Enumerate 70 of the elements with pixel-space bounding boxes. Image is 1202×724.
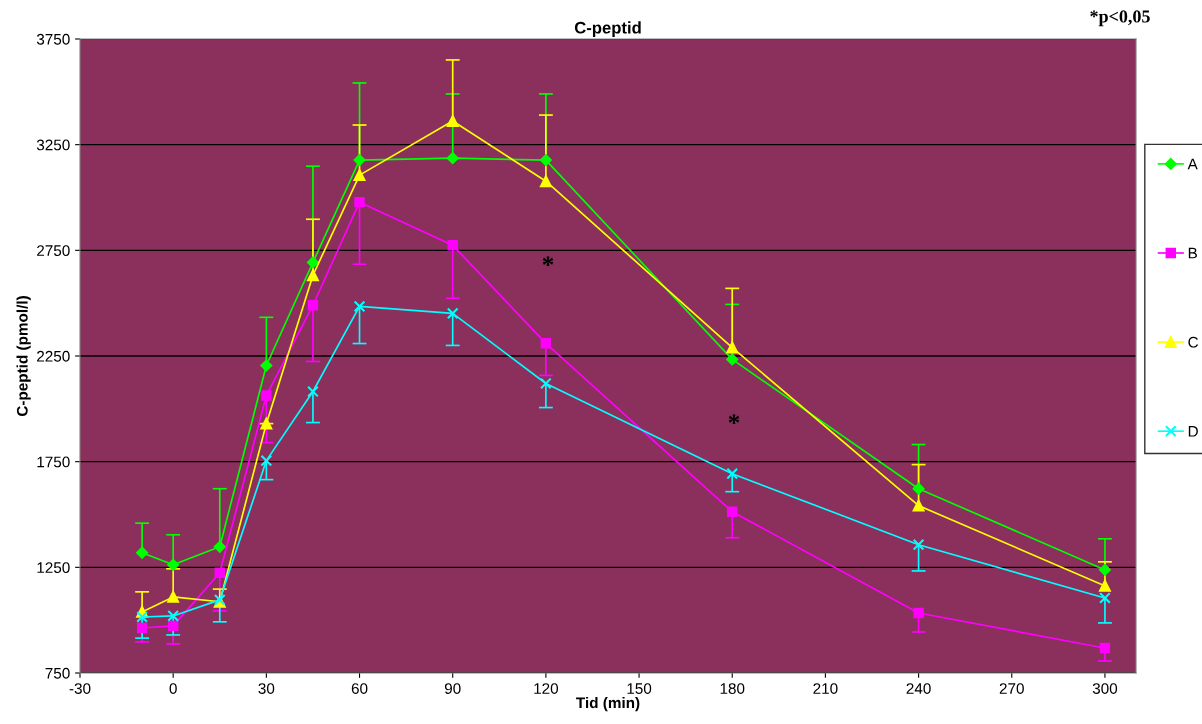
point: [727, 506, 738, 517]
point: [726, 353, 739, 366]
annotation: *: [728, 414, 740, 424]
point: [261, 390, 272, 401]
y-tick-label: 2250: [37, 350, 70, 362]
point: [213, 540, 226, 553]
text: *p<0,05: [1090, 10, 1150, 27]
x-tick-label: 180: [720, 683, 745, 694]
y-tick-label: 3250: [36, 139, 70, 151]
point: [1099, 580, 1111, 592]
x-tick-label: 90: [444, 683, 461, 694]
point: [1098, 563, 1111, 576]
y-tick-label: 1250: [37, 562, 70, 574]
x-axis-title: Tid (min): [576, 696, 640, 712]
point: [446, 307, 459, 320]
legend-label: B: [1188, 247, 1197, 259]
chart-title: C-peptid: [574, 21, 641, 37]
point: [167, 610, 180, 622]
point: [539, 154, 552, 167]
legend-label: D: [1188, 426, 1198, 437]
point: [912, 482, 925, 495]
point: [167, 558, 180, 571]
point: [353, 154, 366, 167]
point: [306, 256, 319, 269]
legend-label: C: [1188, 336, 1199, 348]
point: [540, 338, 552, 349]
x-tick-label: 210: [813, 683, 838, 694]
point: [913, 607, 924, 619]
y-tick-label: 750: [45, 667, 70, 679]
x-tick-label: 240: [906, 683, 931, 694]
point: [167, 591, 180, 603]
x-tick-label: 300: [1092, 683, 1118, 694]
point: [446, 152, 459, 165]
point: [307, 385, 319, 398]
point: [354, 196, 365, 208]
y-tick-label: 2750: [37, 245, 70, 257]
x-tick-label: 60: [351, 683, 368, 694]
point: [912, 499, 925, 512]
x-tick-label: -30: [69, 683, 91, 694]
point: [307, 300, 319, 311]
point: [260, 454, 273, 467]
annotation: *: [542, 256, 554, 266]
x-tick-label: 30: [258, 683, 275, 694]
point: [260, 359, 273, 372]
point: [307, 269, 319, 282]
point: [446, 115, 459, 127]
point: [260, 417, 273, 430]
point: [214, 567, 225, 579]
y-axis-title: C-peptid (pmol/l): [16, 296, 31, 417]
point: [136, 611, 149, 623]
point: [1099, 642, 1111, 654]
point: [447, 240, 458, 251]
legend-label: A: [1187, 158, 1198, 170]
point: [726, 467, 739, 480]
y-tick-label: 1750: [37, 456, 70, 468]
point: [726, 341, 739, 354]
x-tick-label: 270: [999, 683, 1024, 694]
point: [353, 300, 366, 313]
point: [1099, 592, 1111, 604]
point: [353, 169, 366, 181]
x-tick-label: 150: [627, 683, 652, 694]
point: [912, 538, 925, 551]
point: [539, 377, 552, 390]
x-tick-label: 120: [534, 683, 559, 694]
point: [539, 175, 552, 188]
point: [167, 620, 179, 632]
y-tick-label: 3750: [36, 33, 70, 45]
point: [136, 622, 148, 634]
point: [136, 546, 149, 559]
x-tick-label: 0: [169, 683, 177, 694]
